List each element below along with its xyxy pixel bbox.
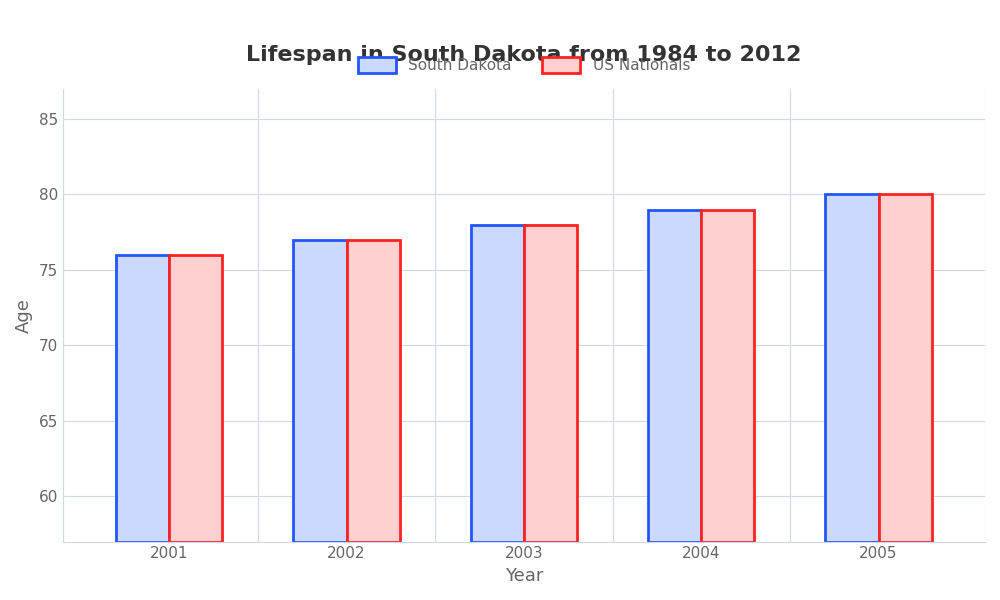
Title: Lifespan in South Dakota from 1984 to 2012: Lifespan in South Dakota from 1984 to 20… — [246, 45, 802, 65]
Bar — [524, 224, 577, 542]
Bar — [701, 209, 754, 542]
Bar — [648, 209, 701, 542]
Bar — [879, 194, 932, 542]
Y-axis label: Age: Age — [15, 298, 33, 332]
Bar — [169, 255, 222, 542]
Bar — [293, 240, 347, 542]
Bar — [116, 255, 169, 542]
Bar — [825, 194, 879, 542]
Legend: South Dakota, US Nationals: South Dakota, US Nationals — [352, 51, 696, 79]
X-axis label: Year: Year — [505, 567, 543, 585]
Bar — [347, 240, 400, 542]
Bar — [471, 224, 524, 542]
